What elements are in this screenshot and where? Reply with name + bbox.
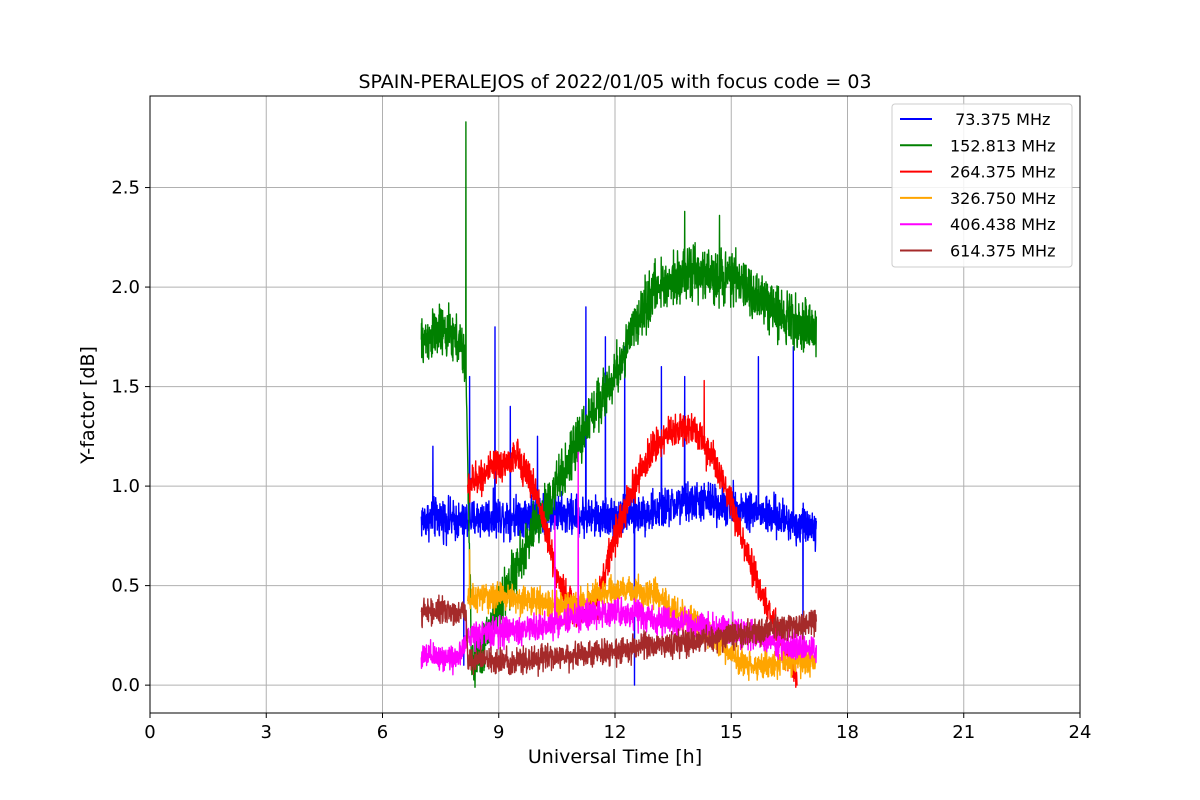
x-tick-label: 0 (144, 722, 155, 743)
x-tick-label: 24 (1069, 722, 1092, 743)
legend-label-73-375-mhz: 73.375 MHz (950, 110, 1050, 129)
y-axis-ticks: 0.0 0.5 1.0 1.5 2.0 2.5 (111, 178, 150, 696)
legend-label-152-813-mhz: 152.813 MHz (950, 136, 1055, 155)
x-tick-label: 18 (836, 722, 859, 743)
x-axis-label: Universal Time [h] (528, 746, 702, 768)
y-axis-label: Y-factor [dB] (77, 346, 99, 465)
x-axis-ticks: 0 3 6 9 12 15 18 21 24 (144, 713, 1091, 743)
x-tick-label: 6 (377, 722, 388, 743)
series-line-264-375-mhz (467, 379, 798, 688)
y-tick-label: 0.0 (111, 675, 140, 696)
y-tick-label: 1.0 (111, 476, 140, 497)
y-tick-label: 1.5 (111, 377, 140, 398)
legend: 73.375 MHz 152.813 MHz 264.375 MHz 326.750 … (891, 103, 1073, 268)
y-tick-label: 2.0 (111, 277, 140, 298)
x-tick-label: 21 (952, 722, 975, 743)
series-line-614-375-mhz (420, 594, 817, 677)
y-tick-label: 2.5 (111, 178, 140, 199)
legend-label-614-375-mhz: 614.375 MHz (950, 242, 1055, 261)
legend-label-406-438-mhz: 406.438 MHz (950, 215, 1055, 234)
legend-box (891, 103, 1073, 268)
series-line-326-750-mhz (467, 549, 817, 682)
series-layer (420, 121, 817, 688)
legend-label-326-750-mhz: 326.750 MHz (950, 189, 1055, 208)
legend-label-264-375-mhz: 264.375 MHz (950, 163, 1055, 182)
x-tick-label: 9 (493, 722, 504, 743)
x-tick-label: 3 (261, 722, 272, 743)
x-tick-label: 12 (604, 722, 627, 743)
x-tick-label: 15 (720, 722, 743, 743)
chart-title: SPAIN-PERALEJOS of 2022/01/05 with focus… (358, 71, 871, 93)
y-tick-label: 0.5 (111, 576, 140, 597)
